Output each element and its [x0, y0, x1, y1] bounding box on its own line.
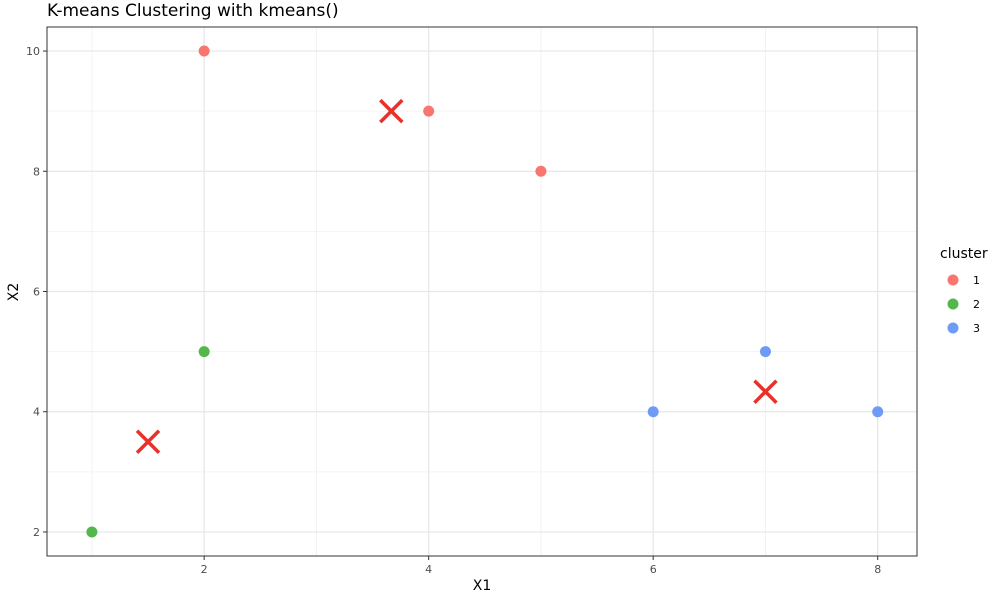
data-point-cluster-2 [86, 526, 98, 538]
data-point-cluster-3 [647, 406, 659, 418]
grid-lines [47, 27, 917, 556]
legend: cluster 1 2 3 [940, 246, 988, 335]
centroid-marker [753, 379, 778, 404]
legend-label-2: 2 [973, 298, 980, 311]
data-points [86, 45, 884, 538]
centroid-marker [135, 429, 161, 455]
data-point-cluster-3 [759, 346, 771, 358]
data-point-cluster-1 [423, 105, 435, 117]
centroid-markers [135, 98, 778, 455]
data-point-cluster-3 [872, 406, 884, 418]
y-tick-label: 8 [33, 165, 40, 178]
y-tick-label: 4 [33, 406, 40, 419]
y-tick-label: 2 [33, 526, 40, 539]
legend-label-1: 1 [973, 274, 980, 287]
legend-key-1 [947, 274, 959, 286]
data-point-cluster-1 [198, 45, 210, 57]
x-tick-label: 8 [874, 563, 881, 576]
x-axis-title: X1 [473, 578, 492, 594]
legend-title: cluster [940, 246, 988, 262]
y-tick-label: 6 [33, 286, 40, 299]
x-tick-label: 2 [201, 563, 208, 576]
chart-title: K-means Clustering with kmeans() [47, 1, 339, 21]
legend-label-3: 3 [973, 322, 980, 335]
centroid-marker [379, 98, 404, 124]
legend-key-2 [947, 298, 959, 310]
x-tick-label: 6 [650, 563, 657, 576]
x-tick-label: 4 [425, 563, 432, 576]
data-point-cluster-1 [535, 165, 547, 177]
y-axis-title: X2 [6, 283, 22, 302]
legend-key-3 [947, 322, 959, 334]
y-tick-label: 10 [26, 45, 40, 58]
data-point-cluster-2 [198, 346, 210, 358]
axis-ticks: 2 4 6 8 2 4 6 8 10 [26, 45, 881, 576]
